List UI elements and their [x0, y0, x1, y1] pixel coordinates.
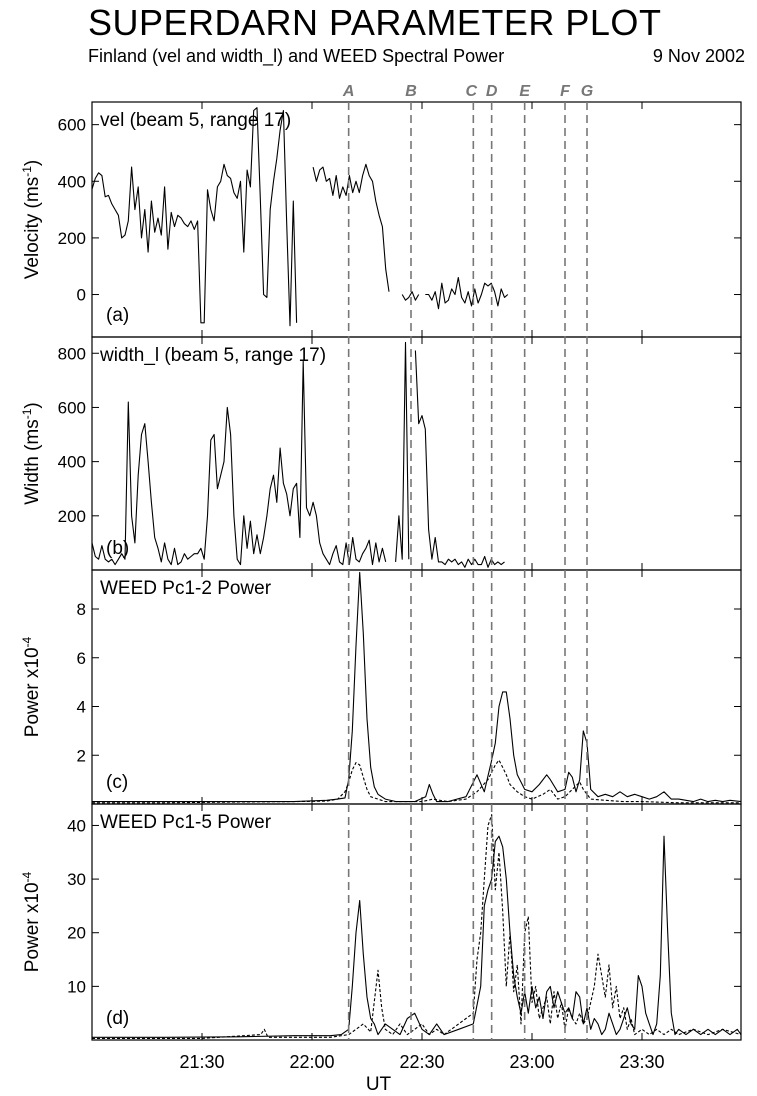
panel-title: WEED Pc1-2 Power	[100, 578, 272, 599]
y-tick-label: 2	[77, 746, 86, 765]
y-tick-label: 800	[58, 344, 86, 363]
series-line	[401, 291, 420, 301]
panel-frame	[91, 569, 742, 805]
event-label: G	[581, 83, 593, 100]
series-line	[92, 571, 742, 803]
series-line	[91, 360, 387, 566]
event-label: E	[519, 83, 531, 100]
series-line	[91, 107, 298, 327]
series-line	[414, 350, 505, 568]
x-tick-label: 23:30	[619, 1052, 664, 1072]
series-line	[312, 163, 390, 292]
panel-title: WEED Pc1-5 Power	[100, 812, 272, 833]
panel-label: (b)	[106, 538, 129, 559]
y-tick-label: 400	[58, 172, 86, 191]
series-line-dashed	[92, 814, 742, 1039]
y-tick-label: 0	[77, 286, 86, 305]
panel-label: (c)	[106, 772, 128, 793]
x-axis-label: UT	[366, 1074, 392, 1095]
series-line	[425, 276, 509, 310]
panel-title: vel (beam 5, range 17)	[100, 110, 291, 131]
y-tick-label: 600	[58, 116, 86, 135]
x-tick-label: 22:30	[399, 1052, 444, 1072]
event-label: C	[466, 83, 478, 100]
y-axis-label: Power x10-4	[20, 636, 43, 737]
panel-frame	[91, 803, 742, 1041]
x-tick-label: 22:00	[289, 1052, 334, 1072]
event-label: A	[342, 83, 355, 100]
series-line-dashed	[92, 759, 741, 804]
series-line	[395, 341, 410, 562]
y-tick-label: 10	[67, 977, 86, 996]
event-label: D	[486, 83, 498, 100]
panel-frame	[91, 101, 742, 338]
y-tick-label: 200	[58, 229, 86, 248]
y-axis-label: Width (ms-1)	[20, 402, 43, 505]
page-subtitle: Finland (vel and width_l) and WEED Spect…	[88, 46, 505, 66]
panel-label: (a)	[106, 305, 129, 326]
plot-date: 9 Nov 2002	[652, 46, 745, 66]
y-tick-label: 30	[67, 870, 86, 889]
x-tick-label: 23:00	[509, 1052, 554, 1072]
x-tick-label: 21:30	[179, 1052, 224, 1072]
y-tick-label: 6	[77, 649, 86, 668]
panel-label: (d)	[106, 1008, 129, 1029]
event-label: F	[560, 83, 571, 100]
y-tick-label: 400	[58, 453, 86, 472]
y-tick-label: 200	[58, 507, 86, 526]
event-label: B	[405, 83, 417, 100]
y-axis-label: Velocity (ms-1)	[20, 160, 43, 279]
y-axis-label: Power x10-4	[20, 871, 43, 972]
y-tick-label: 4	[77, 698, 86, 717]
y-tick-label: 40	[67, 816, 86, 835]
series-line	[92, 835, 742, 1038]
y-tick-label: 20	[67, 924, 86, 943]
y-tick-label: 600	[58, 398, 86, 417]
panel-title: width_l (beam 5, range 17)	[99, 345, 326, 366]
page-title: SUPERDARN PARAMETER PLOT	[88, 2, 662, 43]
y-tick-label: 8	[77, 600, 86, 619]
